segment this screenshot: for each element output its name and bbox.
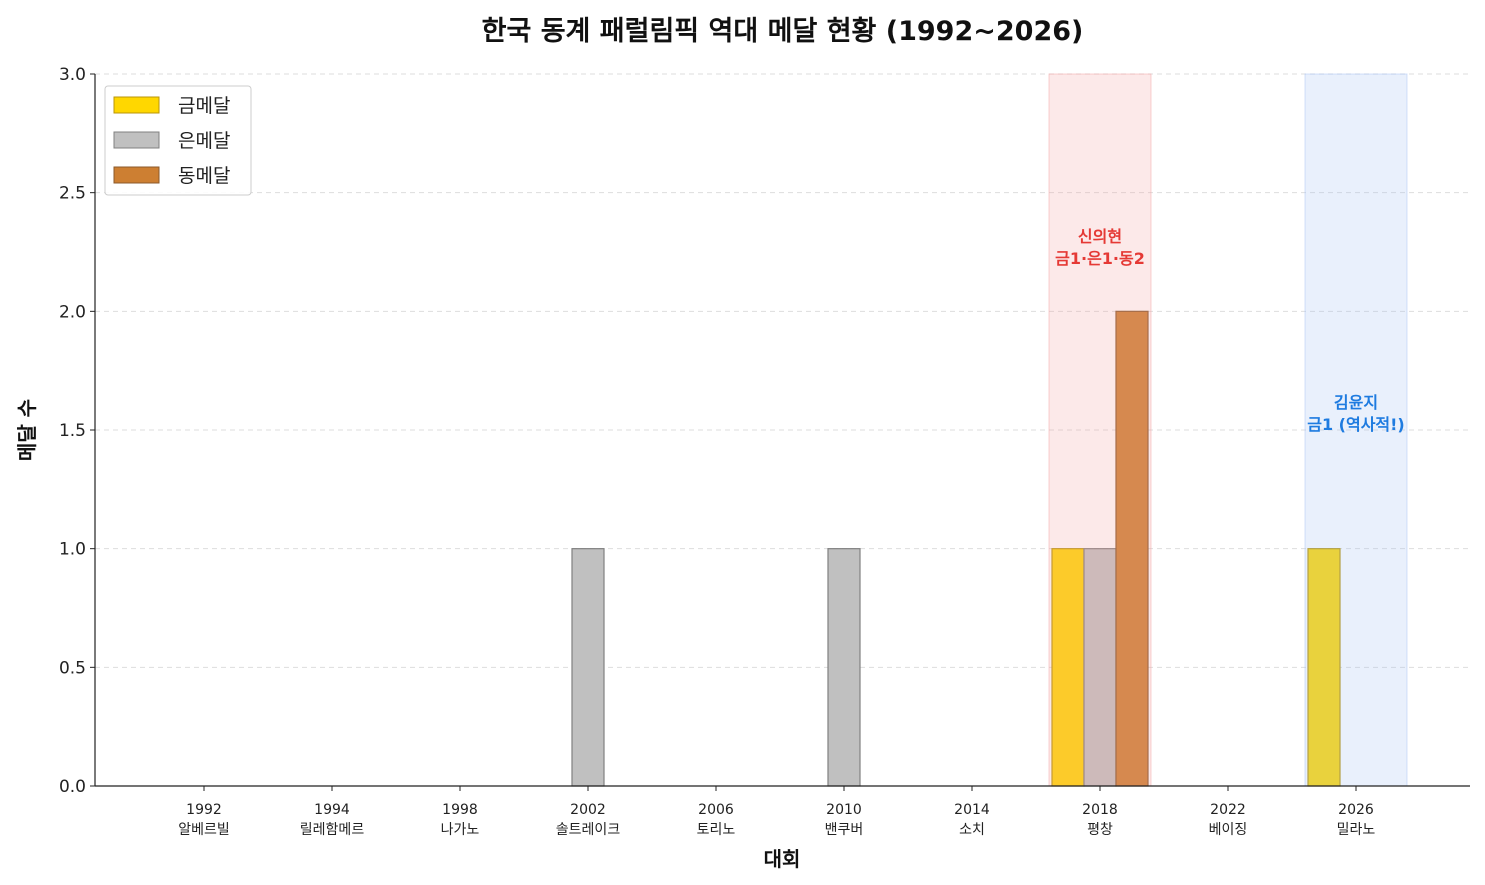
bar-은메달-2010	[827, 548, 861, 787]
y-tick-label: 3.0	[59, 65, 86, 85]
legend-swatch-은메달	[113, 131, 160, 149]
legend-swatch-동메달	[113, 166, 160, 184]
highlight-annotation: 금1 (역사적!)	[1307, 415, 1405, 434]
x-tick-year: 2002	[570, 802, 606, 818]
x-tick-city: 베이징	[1209, 822, 1248, 838]
highlight-annotation: 금1·은1·동2	[1055, 249, 1145, 268]
x-tick-city: 솔트레이크	[556, 822, 621, 838]
x-tick-city: 밴쿠버	[825, 822, 864, 838]
legend-label: 금메달	[178, 95, 230, 117]
y-tick-label: 0.0	[59, 777, 86, 797]
y-tick-label: 2.0	[59, 302, 86, 322]
x-tick-city: 나가노	[441, 822, 480, 838]
legend-swatch-금메달	[113, 96, 160, 114]
x-tick-city: 릴레함메르	[300, 822, 365, 838]
legend-label: 동메달	[178, 165, 230, 187]
highlight-annotation: 신의현	[1078, 227, 1122, 246]
highlight-band-2026	[1304, 73, 1408, 787]
x-tick-year: 2014	[954, 802, 990, 818]
x-tick-year: 2018	[1082, 802, 1118, 818]
y-tick-label: 1.5	[59, 421, 86, 441]
y-tick-label: 1.0	[59, 540, 86, 560]
x-tick-city: 밀라노	[1337, 822, 1376, 838]
x-tick-year: 2022	[1210, 802, 1246, 818]
bar-은메달-2018	[1083, 548, 1117, 787]
x-tick-city: 알베르빌	[178, 822, 230, 838]
chart-title: 한국 동계 패럴림픽 역대 메달 현황 (1992~2026)	[482, 16, 1084, 47]
y-tick-label: 2.5	[59, 184, 86, 204]
highlight-annotation: 김윤지	[1334, 393, 1378, 412]
x-tick-city: 평창	[1087, 822, 1113, 838]
x-tick-year: 1992	[186, 802, 222, 818]
x-tick-year: 2010	[826, 802, 862, 818]
x-tick-year: 1998	[442, 802, 478, 818]
highlight-band-2018	[1048, 73, 1152, 787]
x-tick-year: 1994	[314, 802, 350, 818]
x-tick-city: 토리노	[697, 822, 736, 838]
x-tick-year: 2006	[698, 802, 734, 818]
x-tick-year: 2026	[1338, 802, 1374, 818]
x-tick-city: 소치	[959, 822, 985, 838]
y-tick-label: 0.5	[59, 658, 86, 678]
y-axis-label: 메달 수	[15, 399, 39, 461]
x-axis-label: 대회	[764, 847, 801, 871]
legend-label: 은메달	[178, 130, 230, 152]
bar-은메달-2002	[571, 548, 605, 787]
